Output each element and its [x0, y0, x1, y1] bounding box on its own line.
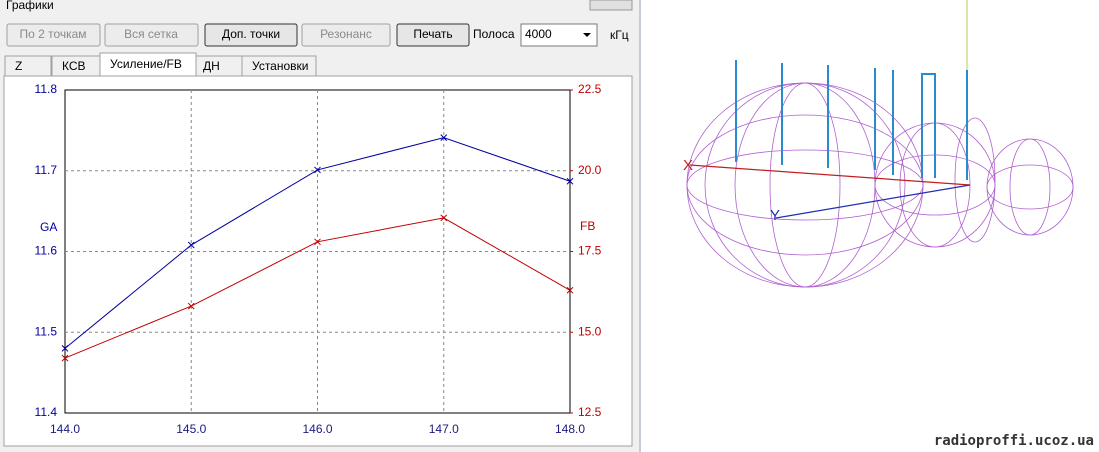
- button-label: Резонанс: [320, 27, 372, 41]
- y-tick-label: 11.5: [35, 324, 58, 338]
- y-tick-label: 11.6: [35, 244, 58, 258]
- y2-tick-label: 12.5: [578, 405, 602, 419]
- tab[interactable]: [4, 55, 52, 77]
- band-value: 4000: [525, 27, 552, 41]
- x-tick-label: 147.0: [429, 422, 459, 436]
- close-button[interactable]: [589, 0, 633, 11]
- y2-tick-label: 20.0: [578, 163, 602, 177]
- button-label: Печать: [413, 27, 452, 41]
- mesh: [769, 82, 841, 288]
- mesh: [686, 114, 924, 256]
- point-marker: [566, 177, 574, 185]
- band-unit: кГц: [610, 28, 629, 42]
- tab-label: Установки: [252, 59, 308, 73]
- point-marker: [61, 345, 69, 352]
- button[interactable]: [204, 23, 298, 47]
- band-select[interactable]: [520, 23, 598, 47]
- y2-axis-label: FB: [580, 219, 595, 233]
- tab-label: Z: [15, 59, 22, 73]
- elements: [735, 60, 968, 180]
- button[interactable]: [301, 23, 391, 47]
- button-label: Доп. точки: [222, 27, 280, 41]
- x-tick-label: 146.0: [302, 422, 332, 436]
- x-tick-label: 145.0: [176, 422, 206, 436]
- back-lobe: [986, 138, 1074, 236]
- point-marker: [187, 241, 195, 249]
- y-tick-label: 11.4: [35, 405, 58, 419]
- button-label: Вся сетка: [124, 27, 178, 41]
- y-tick-label: 11.7: [35, 163, 58, 177]
- mesh: [686, 149, 924, 221]
- button[interactable]: [396, 23, 470, 47]
- window-title: Графики: [6, 0, 54, 12]
- y2-tick-label: 15.0: [578, 324, 602, 338]
- main-lobe: [686, 82, 924, 288]
- y-tick-label: 11.8: [35, 82, 58, 96]
- x-tick-label: 148.0: [555, 422, 585, 436]
- mesh: [734, 82, 876, 288]
- x-tick-label: 144.0: [50, 422, 80, 436]
- watermark: radioproffi.ucoz.ua: [934, 433, 1094, 449]
- tabs: Z КСВ Усиление/FB ДН Установки: [4, 52, 317, 78]
- x-axis-3d: [689, 164, 971, 186]
- antenna-pattern: [686, 0, 1074, 288]
- y-axis-3d: [775, 184, 971, 219]
- button-label: По 2 точкам: [19, 27, 86, 41]
- mesh: [1009, 138, 1051, 236]
- tab-label: ДН: [203, 59, 220, 73]
- point-marker: [61, 354, 69, 362]
- axis-label-3d: X: [683, 157, 693, 174]
- toolbar: По 2 точкам Вся сетка Доп. точки Резонан…: [6, 23, 629, 47]
- point-marker: [314, 166, 321, 174]
- axis-label-3d: Y: [770, 207, 780, 224]
- point-marker: [566, 286, 574, 294]
- point-marker: [440, 134, 448, 141]
- dropdown-arrow: [583, 33, 591, 37]
- button[interactable]: [6, 23, 101, 47]
- mesh: [954, 117, 996, 243]
- y2-tick-label: 17.5: [578, 244, 602, 258]
- tab-label: Усиление/FB: [110, 57, 182, 71]
- y2-tick-label: 22.5: [578, 82, 602, 96]
- band-label: Полоса: [473, 27, 515, 41]
- element: [921, 73, 936, 178]
- button[interactable]: [104, 23, 199, 47]
- point-marker: [187, 302, 195, 310]
- y-axis-label: GA: [40, 220, 57, 234]
- tab-label: КСВ: [62, 59, 86, 73]
- mesh: [986, 164, 1074, 210]
- point-marker: [440, 214, 448, 222]
- point-marker: [314, 238, 321, 246]
